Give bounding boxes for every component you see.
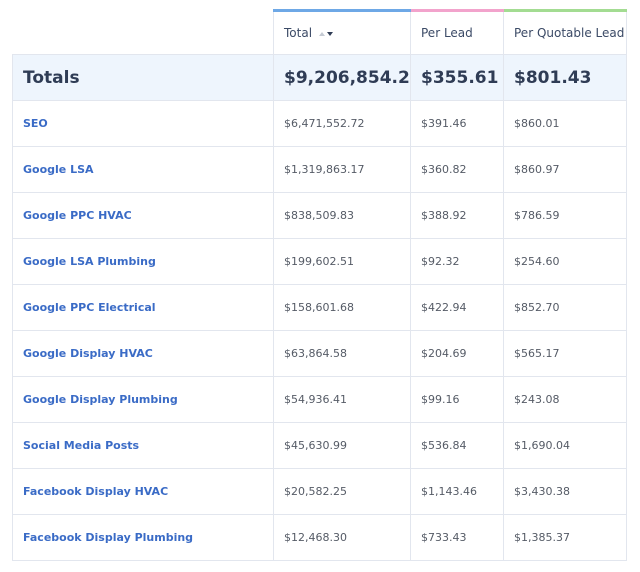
cell-value: $254.60: [503, 238, 627, 285]
cell-value: $12,468.30: [273, 514, 411, 561]
cell-value: $1,690.04: [503, 422, 627, 469]
cell-value: $1,143.46: [410, 468, 504, 515]
cell-value: $199,602.51: [273, 238, 411, 285]
header-cell: Per Quotable Lead: [503, 9, 627, 55]
row-label[interactable]: Facebook Display HVAC: [12, 468, 274, 515]
cell-value: $99.16: [410, 376, 504, 423]
cell-value: $243.08: [503, 376, 627, 423]
cell-value: $391.46: [410, 100, 504, 147]
totals-row: Totals $9,206,854.22 $355.61 $801.43: [12, 54, 627, 101]
table-row: Social Media Posts $45,630.99 $536.84 $1,69…: [12, 422, 627, 469]
row-label[interactable]: Google LSA: [12, 146, 274, 193]
cell-value: $852.70: [503, 284, 627, 331]
cell-value: $733.43: [410, 514, 504, 561]
table-header: Total Per Lead Per Quotable Lead: [12, 9, 627, 55]
table-row: Google PPC HVAC $838,509.83 $388.92 $786.59: [12, 192, 627, 239]
header-cell[interactable]: Total: [273, 9, 411, 55]
sort-icon[interactable]: [318, 30, 334, 38]
header-text[interactable]: Total: [284, 26, 313, 40]
cell-value: $63,864.58: [273, 330, 411, 377]
table-row: Facebook Display HVAC $20,582.25 $1,143.46…: [12, 468, 627, 515]
cell-value: $45,630.99: [273, 422, 411, 469]
cell-value: $54,936.41: [273, 376, 411, 423]
table-row: Google LSA $1,319,863.17 $360.82 $860.97: [12, 146, 627, 193]
cell-value: $6,471,552.72: [273, 100, 411, 147]
header-blank: [12, 10, 274, 55]
cell-value: $1,385.37: [503, 514, 627, 561]
cell-value: $565.17: [503, 330, 627, 377]
cell-value: $3,430.38: [503, 468, 627, 515]
table-row: Google LSA Plumbing $199,602.51 $92.32 $254…: [12, 238, 627, 285]
totals-label: Totals: [12, 54, 274, 101]
table-row: SEO $6,471,552.72 $391.46 $860.01: [12, 100, 627, 147]
cell-value: $786.59: [503, 192, 627, 239]
row-label[interactable]: Google Display Plumbing: [12, 376, 274, 423]
header-cell: Per Lead: [410, 9, 504, 55]
cell-value: $422.94: [410, 284, 504, 331]
row-label[interactable]: Google PPC HVAC: [12, 192, 274, 239]
cell-value: $860.97: [503, 146, 627, 193]
total-value: $9,206,854.22: [273, 54, 411, 101]
total-value: $355.61: [410, 54, 504, 101]
cell-value: $838,509.83: [273, 192, 411, 239]
row-label[interactable]: Social Media Posts: [12, 422, 274, 469]
cell-value: $1,319,863.17: [273, 146, 411, 193]
row-label[interactable]: Google PPC Electrical: [12, 284, 274, 331]
sort-down: [327, 31, 334, 36]
cell-value: $20,582.25: [273, 468, 411, 515]
cell-value: $360.82: [410, 146, 504, 193]
table-row: Facebook Display Plumbing $12,468.30 $733.…: [12, 514, 627, 561]
table-row: Google PPC Electrical $158,601.68 $422.94 $…: [12, 284, 627, 331]
row-label[interactable]: Google Display HVAC: [12, 330, 274, 377]
cell-value: $158,601.68: [273, 284, 411, 331]
cell-value: $536.84: [410, 422, 504, 469]
data-table: Total Per Lead Per Quotable Lead Totals $…: [12, 9, 627, 561]
header-text: Per Lead: [421, 26, 473, 40]
row-label[interactable]: SEO: [12, 100, 274, 147]
cell-value: $860.01: [503, 100, 627, 147]
header-row: Total Per Lead Per Quotable Lead: [12, 9, 627, 55]
row-label[interactable]: Google LSA Plumbing: [12, 238, 274, 285]
cell-value: $92.32: [410, 238, 504, 285]
header-text: Per Quotable Lead: [514, 26, 625, 40]
row-label[interactable]: Facebook Display Plumbing: [12, 514, 274, 561]
table-row: Google Display HVAC $63,864.58 $204.69 $565…: [12, 330, 627, 377]
cell-value: $204.69: [410, 330, 504, 377]
table-body: Totals $9,206,854.22 $355.61 $801.43 SEO $6,4…: [12, 54, 627, 561]
table-row: Google Display Plumbing $54,936.41 $99.16 $…: [12, 376, 627, 423]
sort-up: [319, 31, 326, 36]
cell-value: $388.92: [410, 192, 504, 239]
total-value: $801.43: [503, 54, 627, 101]
